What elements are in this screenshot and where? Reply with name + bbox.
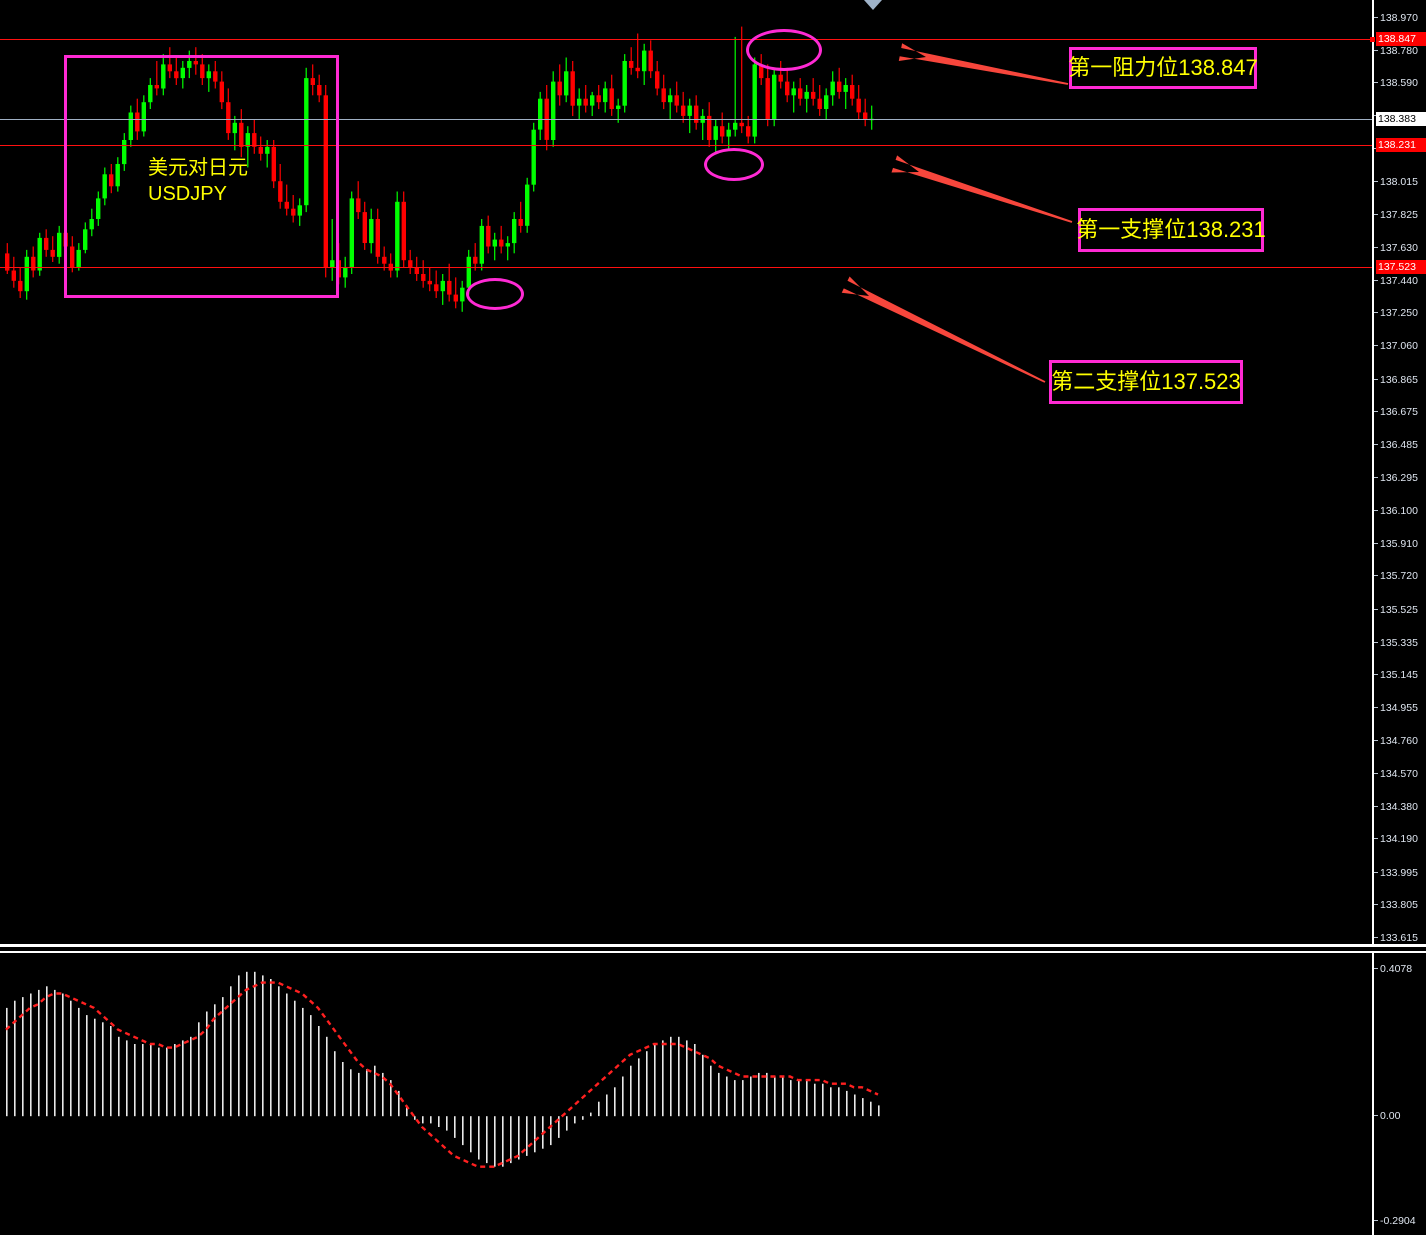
price-axis-tick: 135.910: [1374, 538, 1426, 550]
price-axis[interactable]: 138.970138.780138.590138.400138.210138.0…: [1370, 0, 1426, 944]
price-axis-tick: 137.825: [1374, 209, 1426, 221]
level-line-support-2[interactable]: [0, 267, 1372, 268]
price-axis-tick: 136.865: [1374, 374, 1426, 386]
price-axis-tick: 134.760: [1374, 735, 1426, 747]
pane-divider: [0, 944, 1426, 947]
price-axis-tick: 137.060: [1374, 340, 1426, 352]
price-badge-resistance: 138.847: [1376, 32, 1426, 47]
price-badge-support-1: 138.231: [1376, 137, 1426, 152]
price-axis-tick: 134.570: [1374, 768, 1426, 780]
price-axis-tick: 137.440: [1374, 275, 1426, 287]
price-axis-tick: 138.015: [1374, 176, 1426, 188]
price-axis-tick: 136.295: [1374, 472, 1426, 484]
price-chart-pane[interactable]: 美元对日元 USDJPY 第一阻力位138.847 第一支撑位138.231 第二支…: [0, 0, 1372, 944]
price-axis-tick: 135.335: [1374, 637, 1426, 649]
ellipse-support-touch: [704, 148, 764, 181]
price-axis-tick: 135.720: [1374, 570, 1426, 582]
price-axis-tick: 133.995: [1374, 867, 1426, 879]
price-axis-tick: 136.675: [1374, 406, 1426, 418]
symbol-label-en: USDJPY: [148, 183, 227, 205]
symbol-label: 美元对日元 USDJPY: [148, 155, 248, 207]
price-axis-tick: 136.100: [1374, 505, 1426, 517]
highlight-rectangle[interactable]: [64, 55, 339, 298]
price-axis-tick: 135.525: [1374, 604, 1426, 616]
price-axis-tick: 133.615: [1374, 932, 1426, 944]
price-axis-tick: 138.590: [1374, 77, 1426, 89]
price-axis-tick: 134.380: [1374, 801, 1426, 813]
price-axis-tick: 133.805: [1374, 899, 1426, 911]
macd-axis[interactable]: 0.4078 0.00 -0.2904: [1372, 951, 1426, 1235]
ellipse-swing-high: [746, 29, 822, 71]
price-axis-tick: 134.955: [1374, 702, 1426, 714]
price-axis-tick: 134.190: [1374, 833, 1426, 845]
macd-indicator-pane[interactable]: [0, 951, 1372, 1235]
macd-series: [5, 971, 880, 1168]
level-line-current-price[interactable]: [0, 119, 1372, 120]
price-badge-current: 138.383: [1376, 111, 1426, 126]
level-line-resistance-1[interactable]: [0, 39, 1372, 40]
annotation-resistance-1[interactable]: 第一阻力位138.847: [1068, 47, 1258, 89]
resistance-axis-marker: [1370, 37, 1375, 43]
price-badge-support-2: 137.523: [1376, 259, 1426, 274]
ellipse-second-support-touch: [466, 278, 524, 310]
price-axis-tick: 137.250: [1374, 307, 1426, 319]
macd-axis-tick: 0.00: [1374, 1110, 1426, 1122]
price-axis-tick: 135.145: [1374, 669, 1426, 681]
price-axis-tick: 136.485: [1374, 439, 1426, 451]
price-axis-tick: 138.970: [1374, 12, 1426, 24]
price-axis-tick: 137.630: [1374, 242, 1426, 254]
annotation-support-2[interactable]: 第二支撑位137.523: [1049, 360, 1243, 404]
macd-axis-tick: 0.4078: [1374, 963, 1426, 975]
symbol-label-cn: 美元对日元: [148, 157, 248, 179]
annotation-support-1[interactable]: 第一支撑位138.231: [1076, 208, 1266, 252]
macd-axis-tick: -0.2904: [1374, 1215, 1426, 1227]
level-line-support-1[interactable]: [0, 145, 1372, 146]
price-axis-tick: 138.780: [1374, 45, 1426, 57]
